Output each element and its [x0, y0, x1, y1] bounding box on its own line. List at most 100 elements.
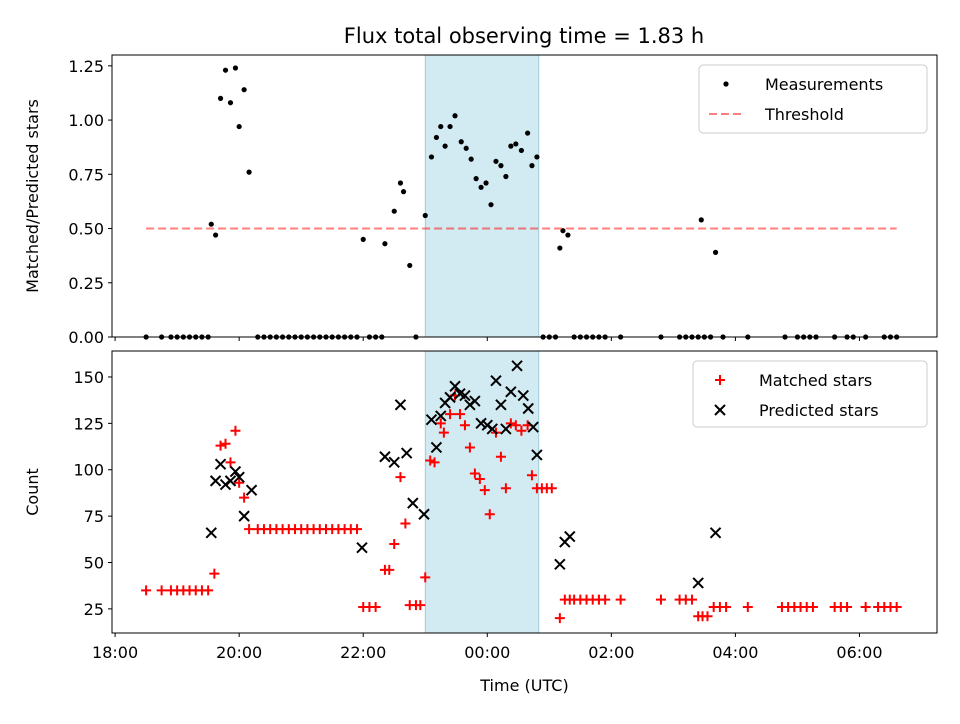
data-point [239, 492, 250, 503]
data-point [438, 427, 449, 438]
data-point [234, 477, 245, 488]
data-point [510, 420, 521, 431]
x-tick-label: 00:00 [464, 643, 510, 662]
data-point [495, 399, 507, 411]
data-point [891, 602, 902, 613]
data-point [500, 483, 511, 494]
data-point [518, 147, 524, 154]
data-point [435, 410, 447, 422]
x-tick-label: 20:00 [216, 643, 262, 662]
data-point [224, 475, 237, 487]
data-point [220, 438, 231, 449]
data-point [400, 518, 411, 529]
data-point [698, 217, 704, 223]
data-point [395, 472, 406, 483]
legend-label: Matched stars [759, 371, 872, 390]
data-point [370, 602, 381, 613]
y-tick-label: 75 [84, 507, 104, 526]
data-point [141, 585, 152, 596]
x-tick-label: 22:00 [340, 643, 386, 662]
data-point [458, 139, 464, 145]
data-point [508, 143, 514, 149]
legend-frame [692, 360, 928, 428]
data-point [860, 602, 871, 613]
data-point [428, 154, 435, 160]
data-point [356, 541, 368, 554]
x-tick-label: 04:00 [712, 643, 758, 662]
data-point [425, 455, 436, 466]
data-point [479, 485, 490, 496]
legend-marker [715, 375, 725, 385]
data-point [382, 241, 388, 247]
data-point [203, 585, 214, 596]
data-point [230, 425, 241, 436]
data-point [488, 202, 494, 208]
data-point [447, 123, 453, 130]
x-tick-label: 02:00 [588, 643, 634, 662]
data-point [400, 447, 413, 459]
data-point [692, 577, 704, 589]
y-tick-label: 100 [73, 461, 104, 480]
legend: Measurements Threshold [698, 64, 928, 134]
data-point [468, 156, 474, 162]
chart-title: Flux total observing time = 1.83 h [344, 24, 704, 48]
data-point [564, 530, 576, 543]
data-point [615, 594, 626, 605]
data-point [442, 143, 448, 149]
data-point [721, 602, 732, 613]
y-tick-label: 0.00 [68, 328, 104, 347]
legend-marker [723, 81, 729, 87]
data-point [236, 123, 242, 130]
data-point [505, 386, 517, 398]
legend-label: Measurements [765, 75, 883, 94]
data-point [215, 440, 226, 451]
data-point [527, 421, 539, 433]
y-tick-label: 0.25 [68, 274, 104, 293]
data-point [600, 594, 611, 605]
data-point [233, 471, 245, 483]
data-point [352, 524, 363, 535]
data-point [807, 602, 818, 613]
data-point [454, 409, 465, 420]
series-predicted-stars [205, 360, 722, 589]
data-point [227, 100, 234, 106]
data-point [490, 374, 502, 387]
data-point [484, 509, 495, 520]
y-axis-label: Matched/Predicted stars [23, 99, 42, 293]
data-point [534, 154, 540, 160]
data-point [238, 510, 250, 522]
data-point [459, 389, 471, 402]
data-point [498, 163, 504, 169]
y-axis-label: Count [23, 468, 42, 516]
data-point [418, 508, 430, 520]
data-point [742, 602, 753, 613]
y-tick-label: 25 [84, 600, 104, 619]
data-point [407, 497, 419, 509]
data-point [205, 527, 217, 539]
series-measurements [143, 65, 900, 340]
data-point [459, 420, 470, 431]
legend-marker [714, 404, 726, 416]
data-point [433, 134, 440, 141]
legend-frame [698, 64, 928, 134]
legend-label: Predicted stars [759, 401, 879, 420]
data-point [503, 173, 509, 180]
observing-span [424, 54, 540, 338]
data-point [222, 67, 229, 73]
data-point [478, 184, 484, 190]
data-point [495, 451, 506, 462]
data-point [500, 423, 512, 435]
data-point [425, 413, 438, 426]
data-point [209, 568, 220, 579]
data-point [554, 613, 565, 624]
panel-counts: 25 50 75 100 125 150 18:00 20:00 22:00 00:00 02:00… [23, 350, 938, 695]
data-point [388, 456, 400, 469]
data-point [435, 418, 446, 429]
data-point [225, 457, 236, 468]
data-point [415, 600, 426, 611]
legend-label: Threshold [764, 105, 844, 124]
data-point [438, 123, 444, 130]
data-point [526, 470, 537, 481]
data-point [463, 145, 469, 151]
